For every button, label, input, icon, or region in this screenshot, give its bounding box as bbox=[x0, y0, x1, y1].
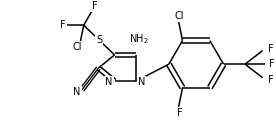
Text: N: N bbox=[73, 87, 81, 97]
Text: S: S bbox=[96, 35, 102, 45]
Text: F: F bbox=[177, 108, 182, 118]
Text: F: F bbox=[267, 44, 273, 54]
Text: Cl: Cl bbox=[72, 42, 82, 52]
Text: Cl: Cl bbox=[175, 11, 184, 21]
Text: F: F bbox=[267, 75, 273, 85]
Text: NH$_2$: NH$_2$ bbox=[129, 32, 149, 46]
Text: N: N bbox=[138, 77, 145, 87]
Text: F: F bbox=[269, 59, 275, 69]
Text: F: F bbox=[60, 20, 66, 30]
Text: F: F bbox=[92, 1, 97, 11]
Text: N: N bbox=[105, 77, 113, 87]
